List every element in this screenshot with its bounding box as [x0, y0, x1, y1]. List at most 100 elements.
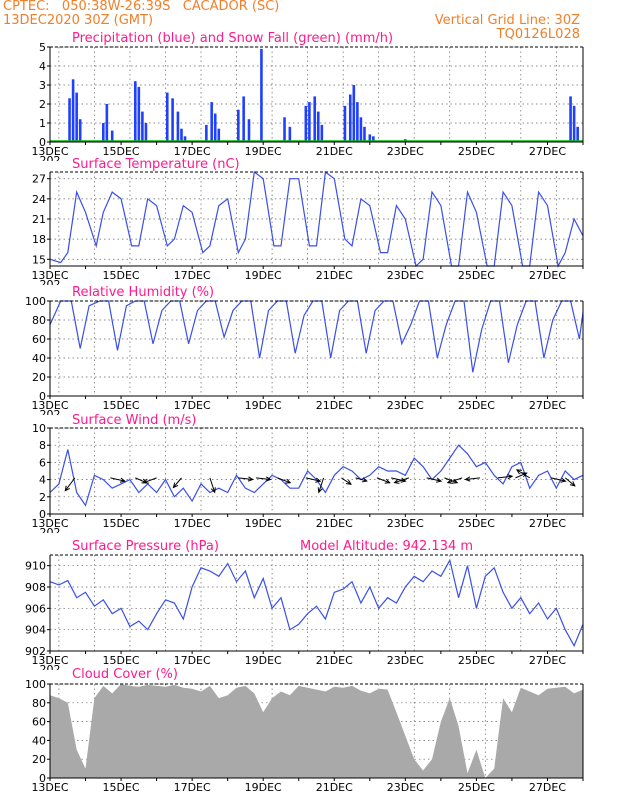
precip-bar	[78, 119, 82, 142]
y-tick-label: 1	[39, 117, 46, 130]
precip-bar	[363, 126, 366, 142]
x-year-label-cut: 202	[40, 526, 61, 539]
precip-bar	[569, 96, 572, 142]
wind-arrow	[172, 477, 182, 489]
y-tick-label: 60	[32, 333, 46, 346]
y-tick-label: 0	[39, 508, 46, 521]
wind-arrow	[497, 474, 514, 480]
pressure-title: Surface Pressure (hPa)	[72, 539, 219, 554]
precip-bar	[576, 126, 579, 142]
rh-line	[49, 300, 584, 373]
header-model-id: TQ0126L028	[496, 27, 580, 42]
y-tick-label: 27	[32, 173, 46, 186]
wind-arrow	[515, 472, 528, 479]
y-tick-label: 6	[39, 456, 46, 469]
precip-bar	[356, 102, 359, 142]
wind-arrow	[564, 477, 576, 487]
x-tick-label: 13DEC	[31, 654, 68, 667]
y-tick-label: 3	[39, 79, 46, 92]
wind-arrow	[317, 477, 325, 494]
x-tick-label: 23DEC	[387, 399, 424, 412]
y-tick-label: 20	[32, 371, 46, 384]
precip-bar	[572, 105, 576, 142]
x-tick-label: 25DEC	[458, 145, 495, 158]
y-tick-label: 2	[39, 98, 46, 111]
precip-bar	[308, 102, 311, 142]
x-tick-label: 19DEC	[245, 781, 282, 794]
header-date: 13DEC2020 30Z (GMT)	[3, 13, 154, 28]
x-tick-label: 13DEC	[31, 517, 68, 530]
x-tick-label: 27DEC	[529, 517, 566, 530]
x-tick-label: 17DEC	[174, 145, 211, 158]
y-tick-label: 24	[32, 193, 46, 206]
x-year-label-cut: 202	[40, 663, 61, 676]
wind-arrow	[376, 477, 391, 484]
y-tick-label: 908	[25, 581, 46, 594]
y-tick-label: 902	[25, 645, 46, 658]
precip-bar	[283, 117, 286, 142]
x-tick-label: 13DEC	[31, 781, 68, 794]
x-tick-label: 25DEC	[458, 781, 495, 794]
wind-arrow	[256, 476, 272, 482]
x-year-label-cut: 202	[40, 154, 61, 167]
precip-bar	[133, 81, 137, 142]
x-year-label-cut: 202	[40, 408, 61, 421]
x-tick-label: 21DEC	[316, 781, 353, 794]
temp-panel: 15 18 21 24 27 13DEC 15DEC 17DEC 19DEC 21DEC 23DEC…	[31, 157, 584, 291]
precip-bar	[247, 119, 251, 142]
x-tick-label: 19DEC	[245, 517, 282, 530]
y-tick-label: 40	[32, 352, 46, 365]
x-tick-label: 21DEC	[316, 399, 353, 412]
x-tick-label: 27DEC	[529, 781, 566, 794]
y-tick-label: 910	[25, 560, 46, 573]
precip-bar	[213, 113, 217, 142]
wind-arrow	[464, 476, 481, 482]
x-year-label-cut: 202	[40, 278, 61, 291]
wind-arrow	[277, 477, 292, 484]
x-tick-label: 19DEC	[245, 654, 282, 667]
x-tick-label: 13DEC	[31, 145, 68, 158]
precip-bar	[343, 105, 347, 142]
x-tick-label: 25DEC	[458, 517, 495, 530]
precip-bar	[180, 128, 183, 142]
precip-bar	[75, 92, 78, 142]
header-station: CPTEC: 050:38W-26:39S CACADOR (SC)	[3, 0, 280, 14]
x-tick-label: 17DEC	[174, 654, 211, 667]
wind-arrow	[305, 477, 322, 483]
cloud-cover-area	[50, 684, 583, 778]
precip-bar	[237, 109, 240, 142]
precip-panel: 0 1 2 3 4 5 13DEC 15DEC 17DEC 19DEC 21DEC 23DEC 25DE…	[31, 31, 584, 167]
x-tick-label: 15DEC	[103, 145, 140, 158]
precip-bar	[144, 123, 148, 142]
x-tick-label: 25DEC	[458, 269, 495, 282]
x-tick-label: 13DEC	[31, 269, 68, 282]
x-tick-label: 15DEC	[103, 781, 140, 794]
x-tick-label: 21DEC	[316, 145, 353, 158]
x-tick-label: 23DEC	[387, 781, 424, 794]
precip-bar	[352, 85, 356, 142]
rh-panel: 0 20 40 60 80 100 13DEC 15DEC 17DEC 19DEC 21DEC 23D…	[25, 285, 584, 421]
pressure-panel: 902 904 906 908 910 13DEC 15DEC 17DEC 19DEC 21DEC…	[25, 539, 584, 676]
y-tick-label: 80	[32, 314, 46, 327]
x-tick-label: 21DEC	[316, 269, 353, 282]
x-tick-label: 13DEC	[31, 399, 68, 412]
x-tick-label: 27DEC	[529, 654, 566, 667]
x-tick-label: 15DEC	[103, 654, 140, 667]
precip-bar	[217, 128, 221, 142]
temp-title: Surface Temperature (nC)	[72, 157, 240, 172]
x-tick-label: 15DEC	[103, 399, 140, 412]
wind-line	[49, 444, 584, 507]
x-tick-label: 25DEC	[458, 399, 495, 412]
x-tick-label: 27DEC	[529, 269, 566, 282]
precip-bar	[68, 98, 71, 142]
y-tick-label: 2	[39, 491, 46, 504]
header-grid-line: Vertical Grid Line: 30Z	[434, 13, 580, 28]
wind-title: Surface Wind (m/s)	[72, 413, 196, 428]
wind-arrow	[209, 477, 216, 494]
precip-bar	[368, 134, 372, 142]
y-tick-label: 20	[32, 753, 46, 766]
y-tick-label: 5	[39, 41, 46, 54]
precip-bar	[372, 136, 375, 142]
wind-arrow	[238, 476, 254, 482]
precip-bar	[171, 98, 174, 142]
